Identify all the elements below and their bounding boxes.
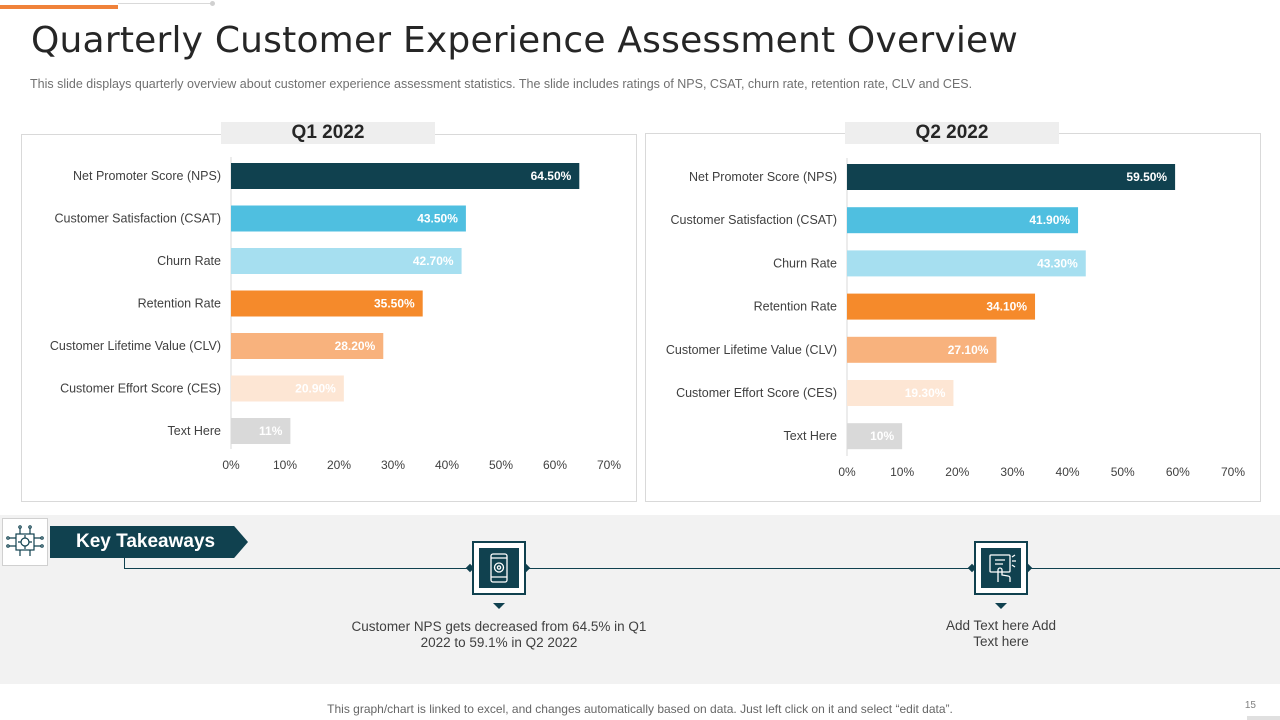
bar[interactable]: [847, 164, 1176, 190]
bar-data-label: 43.50%: [417, 212, 458, 226]
bar-data-label: 35.50%: [374, 297, 415, 311]
bar[interactable]: [847, 207, 1079, 234]
category-label: Churn Rate: [773, 256, 837, 270]
bar-data-label: 27.10%: [948, 343, 989, 357]
x-tick-label: 0%: [222, 458, 240, 472]
chart-panel-q1: [21, 134, 637, 502]
chart-title-q1: Q1 2022: [221, 122, 435, 144]
x-tick-label: 60%: [543, 458, 567, 472]
chart-title-q2: Q2 2022: [845, 122, 1059, 144]
takeaway-icon-box-2: [974, 541, 1028, 595]
bar-data-label: 19.30%: [905, 386, 946, 400]
category-label: Retention Rate: [138, 297, 221, 311]
x-tick-label: 50%: [489, 458, 513, 472]
category-label: Churn Rate: [157, 254, 221, 268]
x-tick-label: 10%: [890, 465, 914, 479]
mobile-gear-icon: [479, 548, 519, 588]
bar[interactable]: [847, 380, 954, 406]
category-label: Net Promoter Score (NPS): [689, 170, 837, 184]
bar[interactable]: [231, 205, 466, 232]
bar[interactable]: [231, 375, 344, 402]
top-accent-bar: [0, 5, 118, 9]
takeaway-text-2: Add Text here Add Text here: [945, 618, 1057, 649]
takeaway-text-1: Customer NPS gets decreased from 64.5% i…: [351, 619, 647, 650]
x-tick-label: 30%: [381, 458, 405, 472]
category-label: Net Promoter Score (NPS): [73, 169, 221, 183]
top-divider-line: [118, 3, 214, 4]
bar-data-label: 11%: [259, 424, 283, 438]
page-subtitle: This slide displays quarterly overview a…: [30, 77, 973, 91]
bar-data-label: 34.10%: [986, 300, 1027, 314]
category-label: Text Here: [168, 424, 222, 438]
takeaway-icon-box-1: [472, 541, 526, 595]
bar-data-label: 20.90%: [295, 382, 336, 396]
footer-note: This graph/chart is linked to excel, and…: [327, 702, 953, 716]
x-tick-label: 20%: [945, 465, 969, 479]
bar-data-label: 10%: [870, 429, 894, 443]
x-tick-label: 10%: [273, 458, 297, 472]
category-label: Customer Lifetime Value (CLV): [666, 343, 837, 357]
page-title: Quarterly Customer Experience Assessment…: [31, 20, 1019, 61]
bar-chart-q1[interactable]: Net Promoter Score (NPS) 64.50% Customer S…: [22, 146, 634, 486]
bar[interactable]: [847, 293, 1036, 320]
takeaway-pointer-1: [493, 603, 505, 609]
category-label: Customer Lifetime Value (CLV): [50, 339, 221, 353]
bar-data-label: 28.20%: [335, 339, 376, 353]
category-label: Customer Effort Score (CES): [676, 386, 837, 400]
bar[interactable]: [231, 333, 384, 359]
bar[interactable]: [231, 418, 291, 444]
bar[interactable]: [231, 248, 462, 274]
category-label: Text Here: [784, 429, 838, 443]
takeaway-pointer-2: [995, 603, 1007, 609]
bar-chart-q2[interactable]: Net Promoter Score (NPS) 59.50% Customer S…: [646, 146, 1258, 491]
bar[interactable]: [847, 250, 1086, 277]
x-tick-label: 40%: [1056, 465, 1080, 479]
x-tick-label: 70%: [597, 458, 621, 472]
top-divider-dot: [210, 1, 215, 6]
bar[interactable]: [231, 163, 580, 189]
bar-data-label: 59.50%: [1126, 170, 1167, 184]
category-label: Customer Satisfaction (CSAT): [671, 213, 837, 227]
bar[interactable]: [231, 290, 423, 317]
category-label: Customer Satisfaction (CSAT): [55, 212, 221, 226]
category-label: Retention Rate: [754, 300, 837, 314]
x-tick-label: 30%: [1000, 465, 1024, 479]
bar-data-label: 42.70%: [413, 254, 454, 268]
x-tick-label: 40%: [435, 458, 459, 472]
bar[interactable]: [847, 423, 903, 450]
x-tick-label: 0%: [838, 465, 856, 479]
page-number: 15: [1244, 700, 1256, 711]
x-tick-label: 50%: [1111, 465, 1135, 479]
category-label: Customer Effort Score (CES): [60, 382, 221, 396]
x-tick-label: 60%: [1166, 465, 1190, 479]
takeaways-timeline: [124, 568, 1280, 569]
circuit-gear-icon: [2, 518, 48, 566]
bar-data-label: 43.30%: [1037, 256, 1078, 270]
x-tick-label: 70%: [1221, 465, 1245, 479]
bar-data-label: 41.90%: [1029, 213, 1070, 227]
key-takeaways-banner: Key Takeaways: [50, 526, 248, 558]
page-number-bar: [1247, 716, 1280, 720]
bar-data-label: 64.50%: [531, 169, 572, 183]
hand-touch-screen-icon: [981, 548, 1021, 588]
x-tick-label: 20%: [327, 458, 351, 472]
bar[interactable]: [847, 336, 997, 363]
takeaways-connector-vertical: [124, 558, 125, 569]
